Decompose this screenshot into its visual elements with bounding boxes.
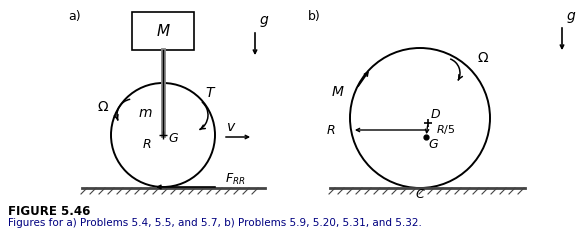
Text: b): b) <box>308 10 321 23</box>
Text: $R$: $R$ <box>325 123 335 137</box>
Text: $g$: $g$ <box>259 15 269 29</box>
Text: $v$: $v$ <box>226 120 236 134</box>
Text: $\Omega$: $\Omega$ <box>477 51 489 65</box>
Text: $\Omega$: $\Omega$ <box>97 100 109 114</box>
Text: $R/5$: $R/5$ <box>436 123 455 137</box>
Text: $G$: $G$ <box>428 139 439 151</box>
Text: $g$: $g$ <box>566 10 576 26</box>
Text: $m$: $m$ <box>138 106 152 120</box>
Bar <box>132 12 194 50</box>
Text: $T$: $T$ <box>205 86 216 100</box>
Text: a): a) <box>68 10 81 23</box>
Text: $F_{RR}$: $F_{RR}$ <box>225 172 246 187</box>
Text: $G$: $G$ <box>168 132 179 146</box>
Text: $C$: $C$ <box>415 188 425 200</box>
Text: $M$: $M$ <box>331 86 345 99</box>
Text: Figures for a) Problems 5.4, 5.5, and 5.7, b) Problems 5.9, 5.20, 5.31, and 5.32: Figures for a) Problems 5.4, 5.5, and 5.… <box>8 218 422 228</box>
Text: $R$: $R$ <box>142 139 152 151</box>
Text: $M$: $M$ <box>156 23 171 39</box>
Text: $D$: $D$ <box>430 109 441 122</box>
Text: FIGURE 5.46: FIGURE 5.46 <box>8 205 90 218</box>
